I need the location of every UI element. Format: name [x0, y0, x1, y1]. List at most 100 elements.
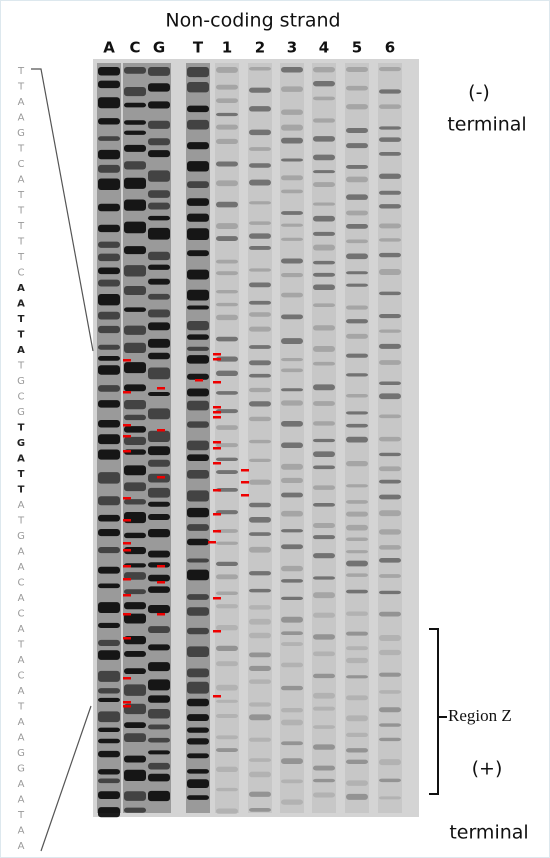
band	[124, 177, 146, 189]
band	[216, 684, 238, 691]
band	[98, 727, 120, 732]
band	[216, 112, 238, 117]
band	[187, 627, 209, 635]
band	[281, 719, 303, 726]
band	[216, 574, 238, 580]
band	[249, 439, 271, 444]
band	[379, 89, 401, 94]
band	[281, 758, 303, 764]
plus-label: (+)	[472, 758, 503, 780]
band	[281, 292, 303, 298]
sequence-base: A	[18, 779, 25, 790]
sequence-base: A	[18, 655, 25, 666]
band	[249, 268, 271, 272]
band	[313, 260, 335, 265]
band	[187, 594, 209, 600]
band	[148, 278, 170, 285]
band	[98, 769, 120, 775]
band	[346, 573, 368, 577]
band	[346, 128, 368, 133]
band	[379, 759, 401, 766]
band	[249, 714, 271, 721]
band	[216, 124, 238, 130]
band	[346, 780, 368, 786]
band	[379, 452, 401, 457]
band	[187, 646, 209, 658]
band	[148, 724, 170, 730]
lane-label: G	[153, 39, 165, 57]
band	[124, 733, 146, 743]
band	[313, 485, 335, 490]
band	[216, 488, 238, 492]
terminal-label: terminal	[447, 114, 526, 136]
band	[379, 574, 401, 578]
band	[346, 436, 368, 443]
band	[216, 661, 238, 667]
band	[124, 546, 146, 555]
band	[313, 272, 335, 277]
band	[187, 228, 209, 241]
band	[98, 529, 120, 537]
band	[187, 795, 209, 800]
band	[313, 345, 335, 352]
band	[249, 546, 271, 553]
band	[216, 808, 238, 814]
band	[148, 762, 170, 770]
band	[187, 738, 209, 745]
lane-label: A	[103, 39, 115, 57]
band	[313, 215, 335, 222]
band	[281, 579, 303, 583]
band	[216, 259, 238, 264]
band	[379, 126, 401, 130]
marker	[157, 476, 165, 479]
band	[124, 67, 146, 74]
lane-label: 5	[352, 39, 362, 57]
sequence-base: G	[17, 748, 25, 759]
marker	[195, 379, 203, 382]
band	[124, 499, 146, 505]
band	[313, 421, 335, 426]
band	[313, 725, 335, 729]
band	[313, 765, 335, 771]
sequence-base: A	[18, 175, 25, 186]
band	[313, 576, 335, 580]
band	[124, 465, 146, 476]
band	[187, 668, 209, 678]
band	[249, 532, 271, 536]
band	[379, 690, 401, 694]
band	[98, 711, 120, 723]
band	[148, 709, 170, 719]
lane-label: 4	[319, 39, 329, 57]
sequence-base: G	[17, 376, 25, 387]
band	[281, 492, 303, 498]
band	[313, 202, 335, 206]
band	[313, 170, 335, 174]
marker	[123, 424, 131, 427]
marker	[123, 519, 131, 522]
band	[379, 252, 401, 258]
band	[187, 538, 209, 546]
band	[346, 695, 368, 701]
band	[313, 744, 335, 750]
band	[124, 651, 146, 657]
marker	[157, 581, 165, 584]
band	[346, 305, 368, 310]
band	[249, 771, 271, 778]
band	[346, 283, 368, 287]
band	[187, 753, 209, 759]
band	[249, 652, 271, 658]
band	[379, 204, 401, 209]
band	[379, 672, 401, 677]
band	[346, 461, 368, 467]
sequence-base: T	[17, 82, 25, 93]
sequence-base: C	[18, 392, 25, 403]
band	[148, 293, 170, 300]
band	[98, 80, 120, 89]
band	[148, 790, 170, 802]
band	[98, 566, 120, 574]
band	[379, 152, 401, 156]
band	[187, 81, 209, 93]
band	[249, 300, 271, 305]
band	[346, 423, 368, 428]
